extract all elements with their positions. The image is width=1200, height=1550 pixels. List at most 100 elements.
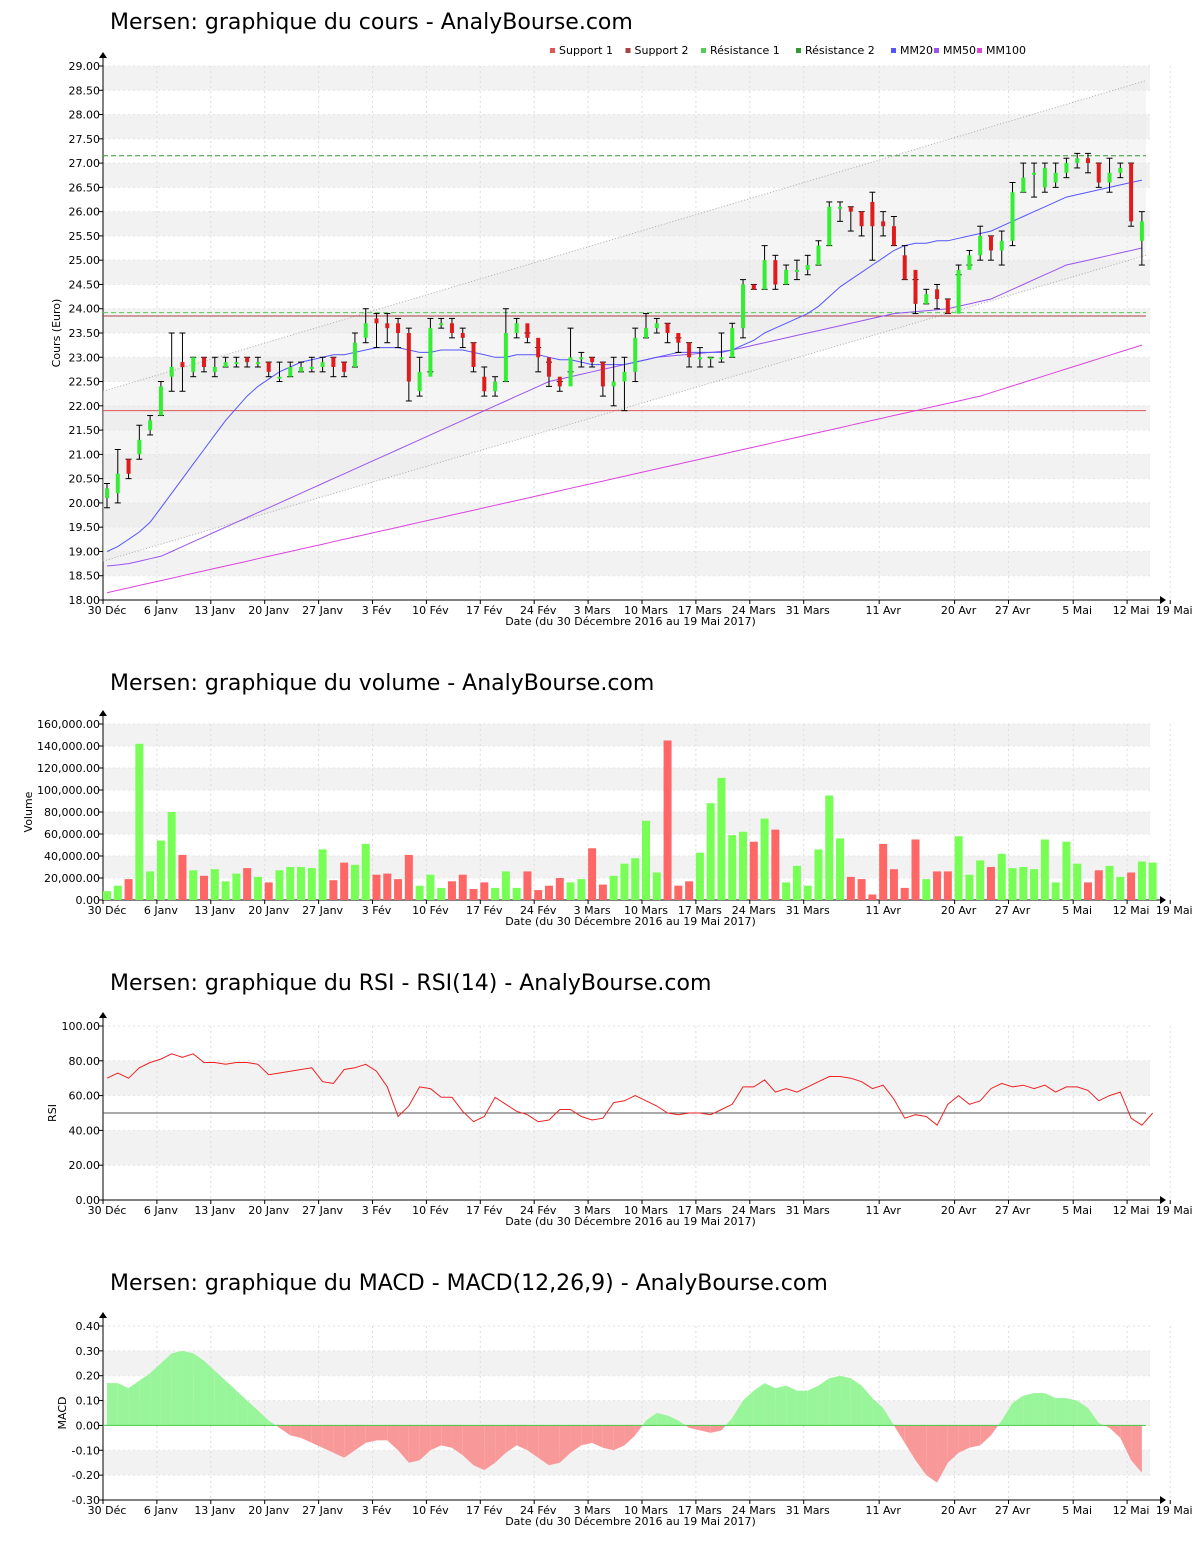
y-tick-label: 20,000.00 <box>44 872 100 885</box>
candle-body <box>1010 192 1015 241</box>
x-tick-label: 31 Mars <box>786 1204 830 1217</box>
x-tick-label: 6 Janv <box>144 1204 178 1217</box>
x-tick-label: 3 Fév <box>362 1204 392 1217</box>
x-tick-label: 10 Mars <box>624 1504 668 1517</box>
candle-body <box>1139 221 1144 241</box>
candle-body <box>482 376 487 392</box>
volume-bar <box>803 885 812 900</box>
macd-area <box>1012 1395 1024 1426</box>
y-tick-label: -0.10 <box>72 1444 100 1457</box>
mm100-line <box>106 344 1143 594</box>
macd-area <box>548 1425 560 1466</box>
y-tick-label: 18.50 <box>69 570 101 583</box>
candle-body <box>568 357 573 387</box>
volume-bar <box>857 879 866 900</box>
y-tick-label: 23.00 <box>69 351 101 364</box>
macd-area <box>829 1375 841 1426</box>
y-tick-label: 27.50 <box>69 133 101 146</box>
macd-area <box>333 1425 345 1458</box>
candle-body <box>697 357 702 360</box>
volume-bar <box>512 887 521 900</box>
volume-bar <box>534 890 543 900</box>
y-tick-label: 20.00 <box>69 497 101 510</box>
candle-body <box>137 439 142 455</box>
x-tick-label: 12 Mai <box>1113 604 1150 617</box>
volume-bar <box>555 878 564 900</box>
candle-body <box>255 362 260 365</box>
macd-area <box>225 1380 237 1426</box>
channel-upper-line <box>102 80 1147 392</box>
y-tick-label: 29.00 <box>69 60 101 73</box>
candle-body <box>708 357 713 360</box>
macd-area <box>516 1425 528 1451</box>
macd-area <box>904 1425 916 1461</box>
macd-area <box>699 1425 711 1433</box>
volume-bar <box>275 870 284 900</box>
candle-body <box>342 362 347 372</box>
x-axis-label: Date (du 30 Décembre 2016 au 19 Mai 2017… <box>505 1215 756 1228</box>
volume-bar <box>868 894 877 900</box>
macd-area <box>990 1425 999 1436</box>
y-tick-label: 160,000.00 <box>37 718 100 731</box>
macd-area <box>344 1425 355 1458</box>
volume-bar <box>200 875 209 900</box>
candle-body <box>1096 163 1101 183</box>
x-tick-label: 17 Mars <box>678 1204 722 1217</box>
volume-bar <box>609 875 618 900</box>
volume-bar <box>976 860 985 900</box>
volume-bar <box>103 891 111 900</box>
candle-body <box>665 323 670 333</box>
legend-swatch <box>625 48 631 53</box>
y-tick-label: 21.00 <box>69 448 101 461</box>
grid-band <box>103 1450 1150 1476</box>
candle-body <box>870 201 875 227</box>
candle-body <box>223 362 228 367</box>
candle-body <box>277 376 282 379</box>
macd-area <box>107 1383 118 1426</box>
x-tick-label: 17 Fév <box>466 604 503 617</box>
volume-bar <box>221 881 230 900</box>
volume-bar <box>1008 868 1017 900</box>
y-axis-arrow <box>99 1312 107 1318</box>
x-tick-label: 11 Avr <box>865 1204 901 1217</box>
y-tick-label: 26.50 <box>69 181 101 194</box>
volume-bar <box>879 843 888 900</box>
x-tick-label: 11 Avr <box>865 604 901 617</box>
volume-bar <box>340 862 349 900</box>
volume-bar <box>124 879 133 900</box>
volume-bar <box>1148 862 1157 900</box>
macd-area <box>1034 1393 1045 1426</box>
candle-body <box>320 362 325 367</box>
candle-body <box>557 376 562 387</box>
volume-bar <box>771 829 780 900</box>
candle-body <box>999 240 1004 251</box>
x-tick-label: 30 Déc <box>88 904 127 917</box>
macd-area <box>689 1425 700 1431</box>
macd-area <box>311 1425 323 1448</box>
macd-area <box>484 1425 496 1471</box>
macd-area <box>1077 1400 1088 1426</box>
macd-area <box>387 1425 399 1451</box>
candle-body <box>460 333 465 338</box>
grid-band <box>103 724 1150 746</box>
macd-area <box>947 1425 959 1463</box>
candle-body <box>654 323 659 329</box>
macd-area <box>613 1425 625 1451</box>
x-tick-label: 13 Janv <box>194 1504 235 1517</box>
x-tick-label: 20 Janv <box>248 1504 289 1517</box>
macd-area <box>850 1378 862 1426</box>
x-tick-label: 3 Mars <box>574 904 611 917</box>
legend-entry: MM100 <box>986 44 1026 57</box>
candle-body <box>676 333 681 343</box>
y-tick-label: 40.00 <box>69 1124 101 1137</box>
macd-area <box>275 1425 280 1428</box>
legend-swatch <box>550 48 555 53</box>
y-tick-label: 100.00 <box>62 1020 101 1033</box>
x-tick-label: 10 Fév <box>412 604 449 617</box>
candle-body <box>967 255 972 270</box>
x-tick-label: 31 Mars <box>786 1504 830 1517</box>
candle-body <box>536 337 541 358</box>
candle-body <box>180 362 185 367</box>
y-tick-label: 27.00 <box>69 157 101 170</box>
candle-body <box>352 342 357 367</box>
